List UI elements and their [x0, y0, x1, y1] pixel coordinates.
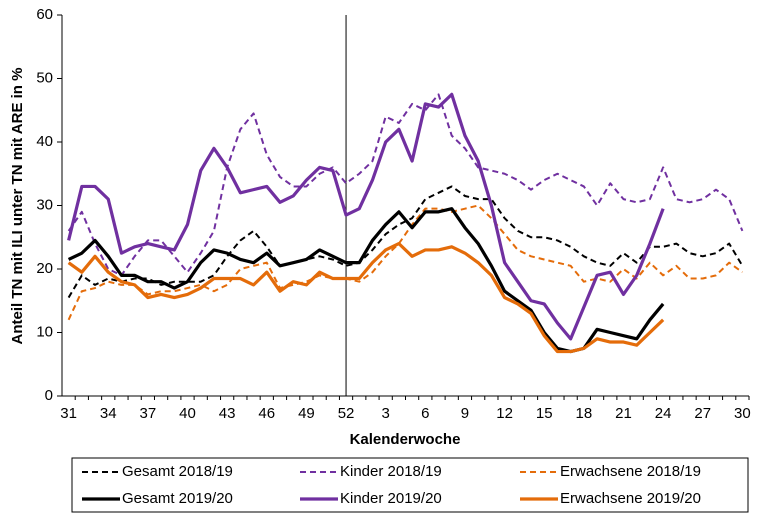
legend-label: Erwachsene 2018/19 — [560, 463, 701, 480]
x-tick-label: 27 — [694, 405, 711, 422]
x-tick-label: 37 — [140, 405, 157, 422]
x-tick-label: 52 — [338, 405, 355, 422]
legend-label: Kinder 2018/19 — [340, 463, 442, 480]
y-tick-label: 10 — [36, 323, 53, 340]
x-tick-label: 3 — [382, 405, 390, 422]
series-line — [67, 204, 743, 321]
series-line — [67, 93, 744, 277]
x-tick-label: 15 — [536, 405, 553, 422]
x-axis-title: Kalenderwoche — [350, 431, 461, 448]
x-tick-label: 43 — [219, 405, 236, 422]
y-tick-label: 40 — [36, 133, 53, 150]
x-tick-label: 46 — [258, 405, 275, 422]
y-tick-label: 30 — [36, 196, 53, 213]
x-tick-label: 40 — [179, 405, 196, 422]
y-tick-label: 60 — [36, 6, 53, 23]
series-line — [67, 185, 744, 299]
series-line — [67, 242, 665, 354]
x-tick-label: 49 — [298, 405, 315, 422]
y-axis-title: Anteil TN mit ILI unter TN mit ARE in % — [9, 68, 26, 345]
x-tick-label: 30 — [734, 405, 751, 422]
legend-label: Gesamt 2019/20 — [122, 490, 233, 507]
x-tick-label: 34 — [100, 405, 117, 422]
legend-label: Erwachsene 2019/20 — [560, 490, 701, 507]
x-tick-label: 9 — [461, 405, 469, 422]
y-tick-label: 50 — [36, 69, 53, 86]
x-tick-label: 6 — [421, 405, 429, 422]
x-tick-label: 21 — [615, 405, 632, 422]
legend-label: Kinder 2019/20 — [340, 490, 442, 507]
x-tick-label: 12 — [496, 405, 513, 422]
legend-label: Gesamt 2018/19 — [122, 463, 233, 480]
series-line — [67, 92, 665, 341]
x-tick-label: 31 — [60, 405, 77, 422]
y-tick-label: 20 — [36, 260, 53, 277]
legend-box — [71, 457, 749, 513]
x-tick-label: 24 — [655, 405, 672, 422]
y-tick-label: 0 — [45, 387, 53, 404]
x-tick-label: 18 — [576, 405, 593, 422]
